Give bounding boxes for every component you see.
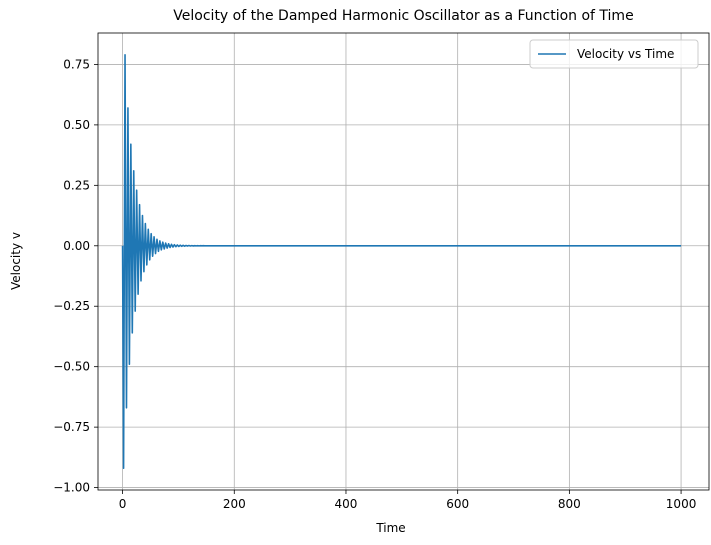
grid <box>98 33 709 490</box>
y-tick-label: 0.00 <box>63 239 90 253</box>
x-tick-label: 200 <box>223 497 246 511</box>
x-tick-label: 0 <box>119 497 127 511</box>
y-tick-label: 0.50 <box>63 118 90 132</box>
y-axis-label: Velocity v <box>9 232 23 290</box>
legend: Velocity vs Time <box>529 39 699 69</box>
y-tick-label: −0.50 <box>53 360 90 374</box>
y-tick-label: −0.25 <box>53 299 90 313</box>
y-axis: −1.00 −0.75 −0.50 −0.25 0.00 0.25 0.50 0.75 <box>53 57 98 495</box>
legend-label: Velocity vs Time <box>577 47 674 61</box>
x-axis-label: Time <box>375 521 405 535</box>
x-tick-label: 600 <box>446 497 469 511</box>
plot-area <box>121 53 682 470</box>
y-tick-label: −0.75 <box>53 420 90 434</box>
axes-frame <box>97 32 710 491</box>
x-tick-label: 400 <box>335 497 358 511</box>
x-tick-label: 800 <box>558 497 581 511</box>
legend-box <box>529 39 699 69</box>
series-line <box>121 53 682 470</box>
x-tick-label: 1000 <box>666 497 697 511</box>
y-tick-label: 0.25 <box>63 178 90 192</box>
y-tick-label: −1.00 <box>53 481 90 495</box>
chart-title: Velocity of the Damped Harmonic Oscillat… <box>173 8 633 24</box>
x-axis: 0 200 400 600 800 1000 <box>119 490 697 511</box>
y-tick-label: 0.75 <box>63 57 90 71</box>
